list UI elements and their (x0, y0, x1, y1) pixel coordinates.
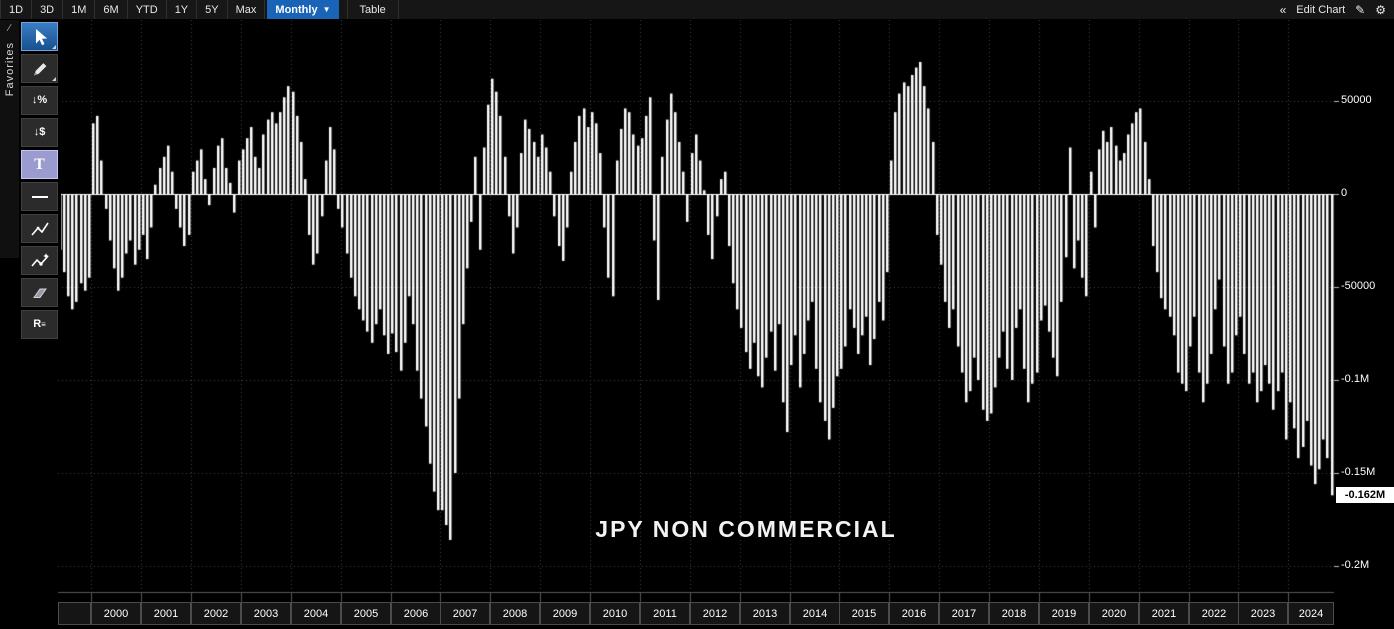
x-year-label: 2022 (1189, 602, 1239, 625)
multi-segment-line-tool[interactable] (21, 246, 58, 275)
x-year-label: 2011 (640, 602, 690, 625)
annotate-icon[interactable]: ✎ (1355, 2, 1366, 17)
x-year-label: 2000 (91, 602, 141, 625)
x-year-label: 2023 (1238, 602, 1288, 625)
settings-gear-icon[interactable]: ⚙ (1375, 2, 1386, 17)
regression-tool[interactable]: R≡ (21, 310, 58, 339)
drawing-toolbar: ↓% ↓$ T R≡ (19, 21, 61, 343)
x-year-label: 2003 (241, 602, 291, 625)
y-tick-label: 0 (1341, 187, 1348, 199)
dropdown-corner-icon (52, 77, 56, 81)
text-annotation-tool[interactable]: T (21, 150, 58, 179)
x-year-label: 2017 (939, 602, 989, 625)
x-year-box-partial (58, 602, 91, 625)
draw-annotate-tool[interactable] (21, 54, 58, 83)
period-button-1m[interactable]: 1M (63, 0, 96, 19)
x-year-label: 2004 (291, 602, 341, 625)
x-year-label: 2016 (889, 602, 939, 625)
chevron-down-icon: ▼ (322, 5, 331, 14)
x-year-label: 2013 (740, 602, 790, 625)
x-year-label: 2002 (191, 602, 241, 625)
percent-drop-icon: ↓% (31, 94, 48, 106)
dropdown-corner-icon (52, 45, 56, 49)
edit-chart-button[interactable]: Edit Chart (1296, 3, 1346, 16)
y-tick-label: -0.15M (1341, 466, 1376, 478)
text-icon: T (34, 155, 45, 173)
panel-handle-icon[interactable]: ∕ (8, 23, 11, 34)
trendline-tool[interactable] (21, 214, 58, 243)
multi-segment-line-icon (30, 252, 49, 267)
trendline-icon (30, 222, 49, 236)
collapse-panel-icon[interactable]: « (1279, 2, 1287, 17)
price-change-tool[interactable]: ↓$ (21, 118, 58, 147)
x-year-label: 2001 (141, 602, 191, 625)
chart-title: JPY NON COMMERCIAL (595, 516, 897, 542)
pencil-icon (33, 62, 46, 75)
y-tick-label: -50000 (1341, 280, 1376, 292)
period-button-3d[interactable]: 3D (32, 0, 64, 19)
percent-change-tool[interactable]: ↓% (21, 86, 58, 115)
x-year-label: 2019 (1039, 602, 1089, 625)
favorites-panel-tab[interactable]: ∕ Favorites (0, 20, 19, 258)
table-button[interactable]: Table (346, 0, 399, 19)
eraser-tool[interactable] (21, 278, 58, 307)
favorites-label: Favorites (3, 42, 16, 97)
chart-toolbar: 1D 3D 1M 6M YTD 1Y 5Y Max Monthly ▼ Table « Edi… (0, 0, 1394, 20)
period-button-6m[interactable]: 6M (95, 0, 128, 19)
x-year-label: 2018 (989, 602, 1039, 625)
cursor-tool[interactable] (21, 22, 58, 51)
x-year-label: 2012 (690, 602, 740, 625)
horizontal-line-icon (31, 195, 48, 198)
period-button-ytd[interactable]: YTD (127, 0, 167, 19)
x-year-label: 2015 (839, 602, 889, 625)
x-year-label: 2005 (341, 602, 391, 625)
period-buttons: 1D 3D 1M 6M YTD 1Y 5Y Max (0, 0, 266, 19)
period-button-5y[interactable]: 5Y (197, 0, 228, 19)
frequency-dropdown[interactable]: Monthly ▼ (267, 0, 339, 19)
x-year-label: 2006 (391, 602, 441, 625)
x-year-label: 2024 (1288, 602, 1334, 625)
horizontal-line-tool[interactable] (21, 182, 58, 211)
x-axis: 2000 2001 2002 2003 2004 2005 2006 2007 2008 2009… (0, 592, 1394, 629)
last-value-badge: -0.162M (1336, 487, 1394, 504)
y-tick-label: -0.2M (1341, 559, 1370, 571)
x-year-label: 2009 (540, 602, 590, 625)
period-button-1y[interactable]: 1Y (166, 0, 198, 19)
period-button-1d[interactable]: 1D (0, 0, 33, 19)
period-button-max[interactable]: Max (227, 0, 266, 19)
frequency-label: Monthly (275, 3, 318, 16)
y-tick-label: 50000 (1341, 94, 1372, 106)
x-year-label: 2014 (790, 602, 840, 625)
x-year-label: 2021 (1139, 602, 1189, 625)
x-year-label: 2007 (440, 602, 490, 625)
dollar-drop-icon: ↓$ (33, 126, 46, 138)
y-axis: 50000 0 -50000 -0.1M -0.15M -0.2M (1338, 0, 1394, 629)
cursor-icon (35, 28, 47, 45)
x-year-label: 2010 (590, 602, 640, 625)
eraser-icon (32, 288, 47, 298)
x-year-label: 2020 (1089, 602, 1139, 625)
toolbar-right-cluster: « Edit Chart ✎ ⚙ (1280, 0, 1394, 19)
y-tick-label: -0.1M (1341, 373, 1370, 385)
regression-icon: R≡ (33, 318, 46, 330)
x-year-label: 2008 (490, 602, 540, 625)
